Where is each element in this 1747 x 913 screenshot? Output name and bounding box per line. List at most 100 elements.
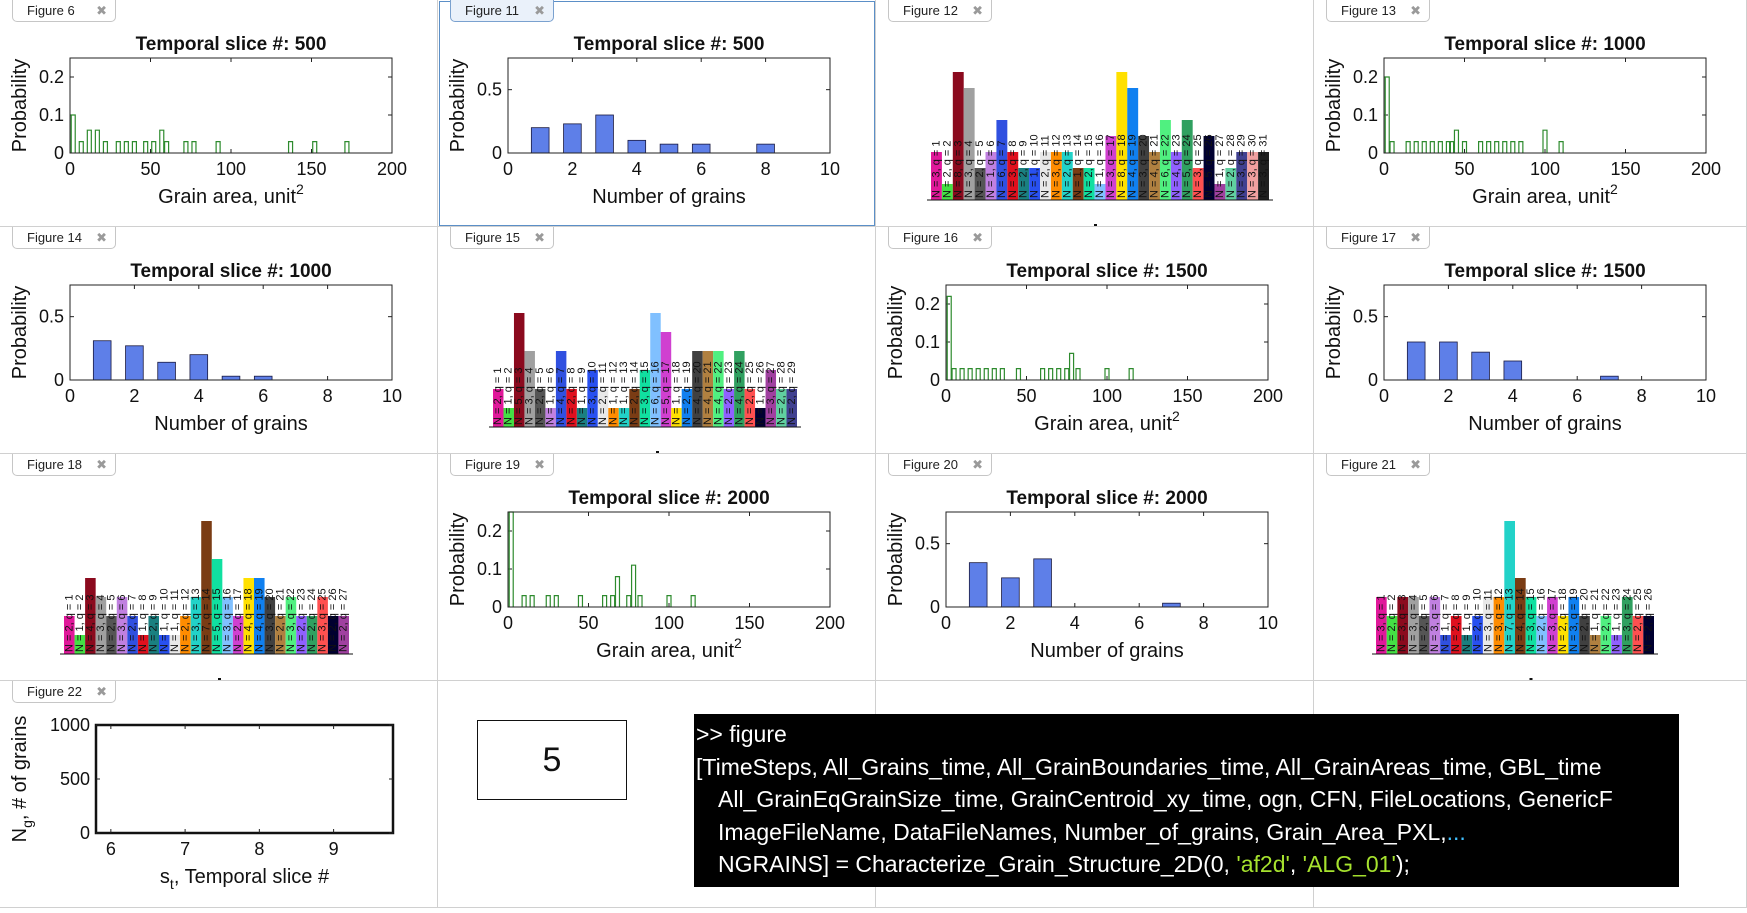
y-tick-label: 0 (930, 370, 940, 390)
histogram-bar (691, 143, 711, 154)
grain-bar (755, 408, 766, 427)
close-tab-icon[interactable]: ✖ (96, 3, 107, 18)
grain-bar (1203, 136, 1215, 200)
x-tick-label: 0 (941, 613, 951, 633)
close-tab-icon[interactable]: ✖ (1410, 230, 1421, 245)
y-tick-label: 0.1 (477, 559, 502, 579)
figure-tab[interactable]: Figure 12 ✖ (888, 0, 992, 22)
histogram-bar (344, 141, 350, 153)
grain-bar-label: N = 2, q = 8 (1450, 595, 1462, 652)
plot-area (1383, 57, 1707, 154)
histogram-bar (1471, 351, 1490, 381)
grain-bar-label: N = 2, q = 5 (106, 595, 118, 652)
grain-bar-label: N = 3, q = 10 (587, 361, 599, 425)
x-tick-label: 200 (1691, 159, 1721, 179)
figure-tab[interactable]: Figure 18 ✖ (12, 454, 116, 476)
histogram-bar (1384, 76, 1390, 153)
grain-bar-label: N = 4, q = 21 (1149, 134, 1161, 198)
figure-tab[interactable]: Figure 17 ✖ (1326, 227, 1430, 249)
y-tick-label: 0 (492, 143, 502, 163)
chart-title: Temporal slice #: 1500 (1006, 261, 1207, 282)
grain-bar-label: N = 1, q = 16 (1094, 134, 1106, 198)
command-window[interactable]: >> figure [TimeSteps, All_Grains_time, A… (694, 714, 1679, 887)
close-tab-icon[interactable]: ✖ (534, 3, 545, 18)
histogram-bar (189, 354, 209, 381)
y-axis-label: Probability (447, 513, 469, 606)
close-tab-icon[interactable]: ✖ (972, 3, 983, 18)
histogram-bar (151, 141, 157, 153)
grain-bar-label: N = 2, q = 8 (566, 368, 578, 425)
figure-tab[interactable]: Figure 13 ✖ (1326, 0, 1430, 22)
close-tab-icon[interactable]: ✖ (1410, 457, 1421, 472)
histogram-bar (968, 562, 988, 608)
grain-bar (211, 559, 223, 654)
grain-bar-label: N = 3, q = 25 (317, 588, 329, 652)
histogram-bar (183, 141, 189, 153)
figure-tab[interactable]: Figure 14 ✖ (12, 227, 116, 249)
figure-tab[interactable]: Figure 19 ✖ (450, 454, 554, 476)
x-axis-label: Number of grains (1468, 413, 1621, 435)
close-tab-icon[interactable]: ✖ (96, 230, 107, 245)
figure-tab[interactable]: Figure 16 ✖ (888, 227, 992, 249)
grain-bar (1072, 168, 1084, 200)
chart-title: Temporal slice #: 500 (136, 34, 327, 55)
x-tick-label: 200 (815, 613, 845, 633)
chart-grain_bars: N = 2, q = 1N = 1, q = 2N = 4, q = 3N = … (60, 521, 353, 680)
grain-bar-label: N = 5, q = 15 (211, 588, 223, 652)
figure-tab[interactable]: Figure 11 ✖ (450, 0, 554, 22)
grain-bar-label: N = 4, q = 19 (253, 588, 265, 652)
histogram-bar (215, 141, 221, 153)
close-tab-icon[interactable]: ✖ (96, 684, 107, 699)
histogram-bar (94, 129, 100, 153)
x-tick-label: 200 (1253, 386, 1283, 406)
x-tick-label: 8 (323, 386, 333, 406)
grain-bar (1611, 635, 1622, 654)
figure-tab[interactable]: Figure 21 ✖ (1326, 454, 1430, 476)
grain-bar (264, 597, 276, 654)
figure-tab[interactable]: Figure 6 ✖ (12, 0, 116, 22)
figure-tab-label: Figure 16 (903, 230, 958, 245)
grain-bar-label: N = 2, q = 21 (274, 588, 286, 652)
close-tab-icon[interactable]: ✖ (972, 457, 983, 472)
console-code-line-3: ImageFileName, DataFileNames, Number_of_… (694, 816, 1679, 849)
x-tick-label: 50 (1454, 159, 1474, 179)
histogram-bar (983, 368, 989, 380)
figure-tab[interactable]: Figure 20 ✖ (888, 454, 992, 476)
grain-bar-label: N = 4, q = 23 (1170, 134, 1182, 198)
figure-tab-label: Figure 22 (27, 684, 82, 699)
grain-bar (493, 389, 504, 427)
chart-title: Temporal slice #: 1500 (1444, 261, 1645, 282)
grain-bar (1170, 152, 1182, 200)
x-tick-label: 0 (503, 613, 513, 633)
figure-tab[interactable]: Figure 22 ✖ (12, 681, 116, 703)
grain-bar (137, 635, 149, 654)
figure-tab[interactable]: Figure 15 ✖ (450, 227, 554, 249)
histogram-bar (191, 141, 197, 153)
figure-tab-label: Figure 20 (903, 457, 958, 472)
grain-bar-label: N = 3, q = 16 (222, 588, 234, 652)
grain-bar-label: N = 2, q = 23 (296, 588, 308, 652)
histogram-bar (1494, 141, 1500, 153)
grain-bar (1450, 616, 1462, 654)
grain-bar (285, 597, 297, 654)
grain-bar (85, 578, 96, 654)
figure-tab-label: Figure 18 (27, 457, 82, 472)
close-tab-icon[interactable]: ✖ (96, 457, 107, 472)
grain-bar (1018, 168, 1030, 200)
grain-bar-label: N = 3, q = 17 (1105, 134, 1117, 198)
grain-bar-label: N = 7, q = 14 (201, 588, 213, 652)
x-tick-label: 100 (654, 613, 684, 633)
histogram-bar (164, 141, 170, 153)
y-tick-label: 0 (492, 597, 502, 617)
close-tab-icon[interactable]: ✖ (1410, 3, 1421, 18)
grain-bar-label: N = 3, q = 19 (1568, 588, 1580, 652)
close-tab-icon[interactable]: ✖ (534, 230, 545, 245)
x-tick-label: 50 (578, 613, 598, 633)
grain-bar-label: N = 1, q = 27 (1214, 134, 1226, 198)
grain-bar (597, 389, 609, 427)
close-tab-icon[interactable]: ✖ (972, 230, 983, 245)
y-tick-label: 0 (1368, 370, 1378, 390)
close-tab-icon[interactable]: ✖ (534, 457, 545, 472)
grain-bar (1149, 152, 1160, 200)
histogram-bar (627, 139, 647, 154)
